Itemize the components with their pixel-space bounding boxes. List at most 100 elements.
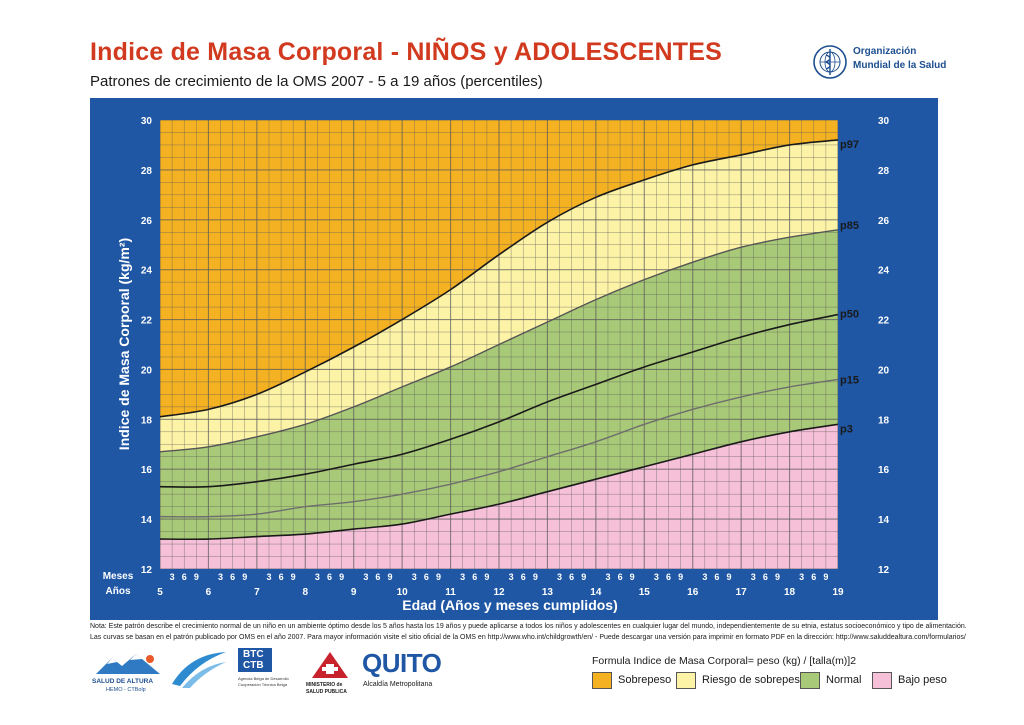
x-tick-month: 3 xyxy=(412,572,417,582)
x-tick-month: 6 xyxy=(424,572,429,582)
x-tick-month: 6 xyxy=(714,572,719,582)
x-tick-month: 9 xyxy=(194,572,199,582)
btc-sub1: Agencia Belga de Desarrollo xyxy=(238,676,289,681)
btc-box xyxy=(238,648,272,672)
x-tick-month: 9 xyxy=(291,572,296,582)
belgian-cooperation-logo xyxy=(170,650,228,692)
x-tick-year-16: 16 xyxy=(687,587,699,598)
y-tick-right-28: 28 xyxy=(878,166,890,177)
x-tick-month: 3 xyxy=(170,572,175,582)
y-tick-right-12: 12 xyxy=(878,565,890,576)
x-tick-month: 3 xyxy=(266,572,271,582)
x-tick-month: 9 xyxy=(775,572,780,582)
curve-label-p15: p15 xyxy=(840,374,859,386)
x-tick-year-17: 17 xyxy=(736,587,748,598)
legend-swatch-normal xyxy=(800,672,820,689)
x-tick-month: 9 xyxy=(678,572,683,582)
salud-de-altura-sub: HEMO - CTBolp xyxy=(106,687,146,693)
x-tick-month: 9 xyxy=(388,572,393,582)
x-tick-month: 6 xyxy=(327,572,332,582)
who-name-line1: Organización xyxy=(853,46,917,57)
x-tick-month: 3 xyxy=(557,572,562,582)
x-tick-month: 6 xyxy=(521,572,526,582)
quito-logo: QUITO Alcaldía Metropolitana xyxy=(362,648,442,696)
x-tick-year-7: 7 xyxy=(254,587,260,598)
legend-swatch-riesgo xyxy=(676,672,696,689)
x-tick-month: 3 xyxy=(315,572,320,582)
x-tick-month: 9 xyxy=(484,572,489,582)
bmi-formula: Formula Indice de Masa Corporal= peso (k… xyxy=(592,655,857,667)
curve-p97 xyxy=(160,139,838,418)
x-tick-month: 6 xyxy=(569,572,574,582)
who-name-line2: Mundial de la Salud xyxy=(853,60,947,71)
x-tick-month: 9 xyxy=(727,572,732,582)
y-tick-right-30: 30 xyxy=(878,116,890,127)
x-tick-month: 9 xyxy=(242,572,247,582)
x-tick-month: 3 xyxy=(363,572,368,582)
legend-sobrepeso: Sobrepeso xyxy=(592,671,702,690)
quito-sub: Alcaldía Metropolitana xyxy=(363,681,433,688)
y-tick-right-26: 26 xyxy=(878,216,890,227)
y-tick-left-22: 22 xyxy=(141,316,153,327)
ministerio-line2: SALUD PUBLICA xyxy=(306,689,347,695)
btc-ctb-logo: BTC CTB Agencia Belga de Desarrollo Coop… xyxy=(238,648,294,696)
y-tick-left-18: 18 xyxy=(141,415,153,426)
legend-label-sobrepeso: Sobrepeso xyxy=(618,674,672,686)
x-tick-month: 6 xyxy=(811,572,816,582)
y-tick-right-20: 20 xyxy=(878,365,890,376)
curve-label-p50: p50 xyxy=(840,309,859,321)
legend-bajo: Bajo peso xyxy=(872,671,952,690)
y-tick-left-28: 28 xyxy=(141,166,153,177)
x-tick-month: 9 xyxy=(339,572,344,582)
who-name: Organización Mundial de la Salud xyxy=(853,45,946,73)
x-tick-year-9: 9 xyxy=(351,587,357,598)
y-axis-label: Indice de Masa Corporal (kg/m²) xyxy=(116,238,132,450)
ministerio-line1: MINISTERIO de xyxy=(306,682,343,688)
x-tick-month: 3 xyxy=(605,572,610,582)
btc-label: BTC xyxy=(243,649,264,660)
x-tick-month: 3 xyxy=(702,572,707,582)
note-line-1: Nota: Este patrón describe el crecimient… xyxy=(90,623,967,630)
x-tick-month: 9 xyxy=(630,572,635,582)
x-tick-year-19: 19 xyxy=(832,587,844,598)
x-tick-month: 6 xyxy=(279,572,284,582)
y-tick-left-16: 16 xyxy=(141,465,153,476)
x-tick-month: 9 xyxy=(581,572,586,582)
curve-label-p3: p3 xyxy=(840,423,853,435)
y-tick-left-12: 12 xyxy=(141,565,153,576)
quito-name: QUITO xyxy=(362,648,442,678)
note-line-2: Las curvas se basan en el patrón publica… xyxy=(90,634,966,641)
x-tick-month: 6 xyxy=(763,572,768,582)
curve-label-p85: p85 xyxy=(840,220,859,232)
x-tick-year-18: 18 xyxy=(784,587,796,598)
x-tick-year-15: 15 xyxy=(639,587,651,598)
x-tick-year-13: 13 xyxy=(542,587,554,598)
x-tick-month: 9 xyxy=(533,572,538,582)
x-tick-year-10: 10 xyxy=(397,587,409,598)
notes: Nota: Este patrón describe el crecimient… xyxy=(90,621,967,643)
salud-de-altura-name: SALUD DE ALTURA xyxy=(92,678,154,685)
ctb-label: CTB xyxy=(243,660,264,671)
x-tick-month: 9 xyxy=(436,572,441,582)
months-row-label: Meses xyxy=(103,571,134,582)
x-tick-year-14: 14 xyxy=(590,587,602,598)
x-tick-month: 3 xyxy=(654,572,659,582)
x-tick-month: 3 xyxy=(751,572,756,582)
y-tick-left-14: 14 xyxy=(141,515,153,526)
who-emblem-icon xyxy=(813,45,847,79)
y-tick-left-20: 20 xyxy=(141,365,153,376)
curve-p50 xyxy=(160,313,838,488)
salud-de-altura-icon xyxy=(96,654,160,674)
x-tick-year-6: 6 xyxy=(206,587,212,598)
x-axis-label: Edad (Años y meses cumplidos) xyxy=(402,597,618,613)
ministerio-salud-logo: MINISTERIO de SALUD PUBLICA xyxy=(306,650,354,696)
page-subtitle: Patrones de crecimiento de la OMS 2007 -… xyxy=(90,73,543,90)
x-tick-month: 3 xyxy=(509,572,514,582)
curve-label-p97: p97 xyxy=(840,139,859,151)
btc-sub2: Cooperación Técnica Belga xyxy=(238,682,288,687)
salud-de-altura-logo: SALUD DE ALTURA HEMO - CTBolp xyxy=(92,650,164,696)
legend-riesgo: Riesgo de sobrepeso xyxy=(676,671,806,690)
belgian-cooperation-icon xyxy=(172,652,226,688)
x-tick-month: 3 xyxy=(218,572,223,582)
legend-label-bajo: Bajo peso xyxy=(898,674,947,686)
